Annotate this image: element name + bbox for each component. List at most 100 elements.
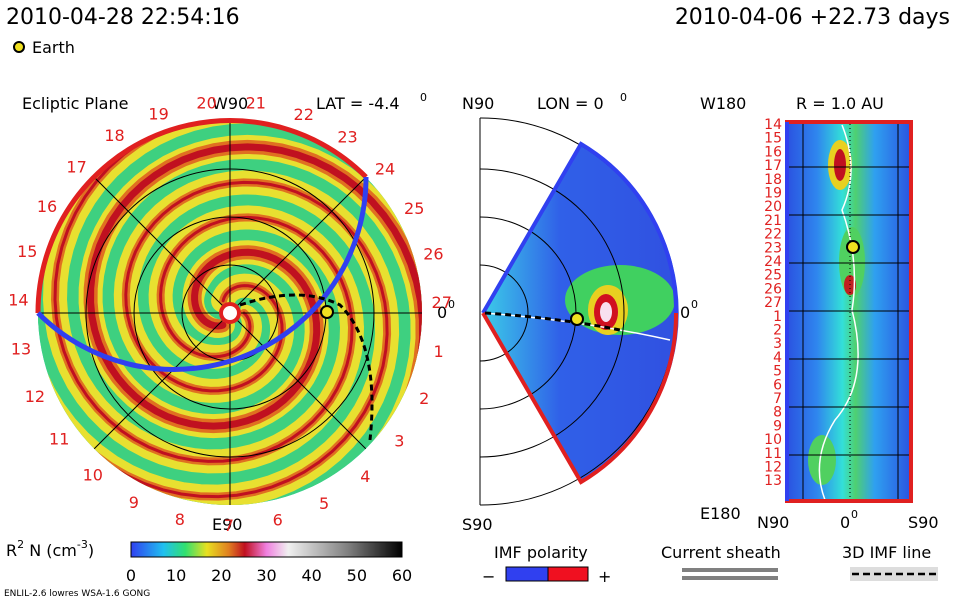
- carrington-number: 27: [764, 295, 782, 311]
- sheath-swatch: [682, 576, 778, 580]
- sheath-key: Current sheath: [661, 543, 781, 562]
- carrington-number: 2: [419, 389, 429, 408]
- carrington-number: 5: [773, 364, 782, 380]
- colorbar-tick: 20: [211, 566, 231, 585]
- imf-key: IMF polarity: [494, 543, 588, 562]
- sheath-swatch: [682, 568, 778, 572]
- carrington-number: 8: [773, 405, 782, 421]
- rad-earth: [846, 240, 860, 254]
- mer-earth: [570, 312, 584, 326]
- imf-plus: +: [598, 567, 611, 586]
- radial-grid: [785, 120, 913, 503]
- colorbar-tick: 40: [301, 566, 321, 585]
- carrington-number: 12: [764, 460, 782, 476]
- colorbar-tick: 10: [166, 566, 186, 585]
- carrington-number: 16: [37, 197, 57, 216]
- mer-imf-line: [484, 311, 621, 332]
- carrington-number: 3: [773, 336, 782, 352]
- carrington-number: 8: [175, 510, 185, 529]
- imf-pos: [547, 566, 589, 582]
- colorbar-tick: 50: [347, 566, 367, 585]
- mer-zero-deg: 0: [691, 298, 698, 311]
- colorbar-tick: 60: [392, 566, 412, 585]
- rad-s90: S90: [908, 513, 939, 532]
- carrington-number: 2: [773, 323, 782, 339]
- carrington-number: 25: [404, 199, 424, 218]
- carrington-number: 23: [764, 240, 782, 256]
- carrington-number: 22: [764, 227, 782, 243]
- carrington-number: 5: [319, 494, 329, 513]
- cb-label: R2 N (cm-3): [6, 538, 94, 560]
- time: 2010-04-28 22:54:16: [6, 5, 240, 30]
- lon-deg: 0: [620, 91, 627, 104]
- carrington-number: 11: [49, 430, 69, 449]
- e180: E180: [700, 504, 741, 523]
- lon: LON = 0: [537, 94, 604, 113]
- colorbar-tick: 30: [256, 566, 276, 585]
- density-arms: [38, 121, 422, 505]
- carrington-number: 4: [360, 467, 370, 486]
- carrington-number: 26: [764, 281, 782, 297]
- arm: [53, 121, 422, 463]
- earth-icon: [13, 41, 25, 53]
- carrington-number: 1: [773, 309, 782, 325]
- polarity-pos-arc: [36, 176, 369, 372]
- carrington-number: 9: [129, 493, 139, 512]
- rad-n90: N90: [757, 513, 789, 532]
- carrington-number: 26: [423, 244, 443, 263]
- mer-neg-edge: [481, 311, 679, 485]
- w180: W180: [700, 94, 746, 113]
- ecl-zero-deg: 0: [448, 298, 455, 311]
- earth-label: Earth: [32, 38, 75, 57]
- carrington-number: 13: [764, 473, 782, 489]
- imf-line: [239, 293, 374, 441]
- carrington-number: 19: [764, 186, 782, 202]
- carrington-number: 15: [17, 242, 37, 261]
- run-time: 2010-04-06 +22.73 days: [675, 5, 950, 30]
- mer-zero: 0: [680, 303, 690, 322]
- polarity-neg-arc: [35, 118, 368, 314]
- carrington-number: 27: [432, 293, 452, 312]
- radial-title: R = 1.0 AU: [796, 94, 884, 113]
- carrington-number: 20: [196, 93, 216, 112]
- carrington-number: 20: [764, 199, 782, 215]
- carrington-number: 22: [294, 105, 314, 124]
- carrington-number: 10: [764, 432, 782, 448]
- carrington-number: 6: [273, 511, 283, 530]
- rad-zero: 0: [840, 513, 850, 532]
- carrington-number: 7: [224, 516, 234, 535]
- carrington-number: 1: [434, 342, 444, 361]
- colorbar-tick: 0: [126, 566, 136, 585]
- carrington-number: 11: [764, 446, 782, 462]
- carrington-number: 13: [11, 340, 31, 359]
- w90: W90: [212, 94, 248, 113]
- colorbar-ticks: 0 10 20 30 40 50 60: [126, 566, 412, 585]
- line-key: 3D IMF line: [842, 543, 931, 562]
- footer: ENLIL-2.6 lowres WSA-1.6 GONG: [4, 589, 150, 599]
- carrington-number: 21: [246, 94, 266, 113]
- e90: E90: [212, 515, 242, 534]
- carrington-number: 14: [8, 291, 28, 310]
- carrington-number: 4: [773, 350, 782, 366]
- carrington-number: 18: [104, 126, 124, 145]
- carrington-number: 18: [764, 172, 782, 188]
- sun: [219, 302, 241, 324]
- lat: LAT = -4.4: [316, 94, 400, 113]
- carrington-number: 16: [764, 144, 782, 160]
- earth-marker: [320, 305, 334, 319]
- colorbar: [130, 541, 403, 558]
- lat-deg: 0: [420, 91, 427, 104]
- n90: N90: [462, 94, 494, 113]
- carrington-number: 6: [773, 377, 782, 393]
- line-swatch-bg: [850, 567, 938, 581]
- radial-features: [808, 124, 865, 501]
- s90: S90: [462, 515, 493, 534]
- carrington-number: 24: [764, 254, 782, 270]
- mer-pos-edge: [481, 141, 679, 315]
- carrington-number: 24: [375, 159, 395, 178]
- rad-zero-deg: 0: [851, 508, 858, 521]
- carrington-number: 17: [66, 158, 86, 177]
- carrington-number: 17: [764, 158, 782, 174]
